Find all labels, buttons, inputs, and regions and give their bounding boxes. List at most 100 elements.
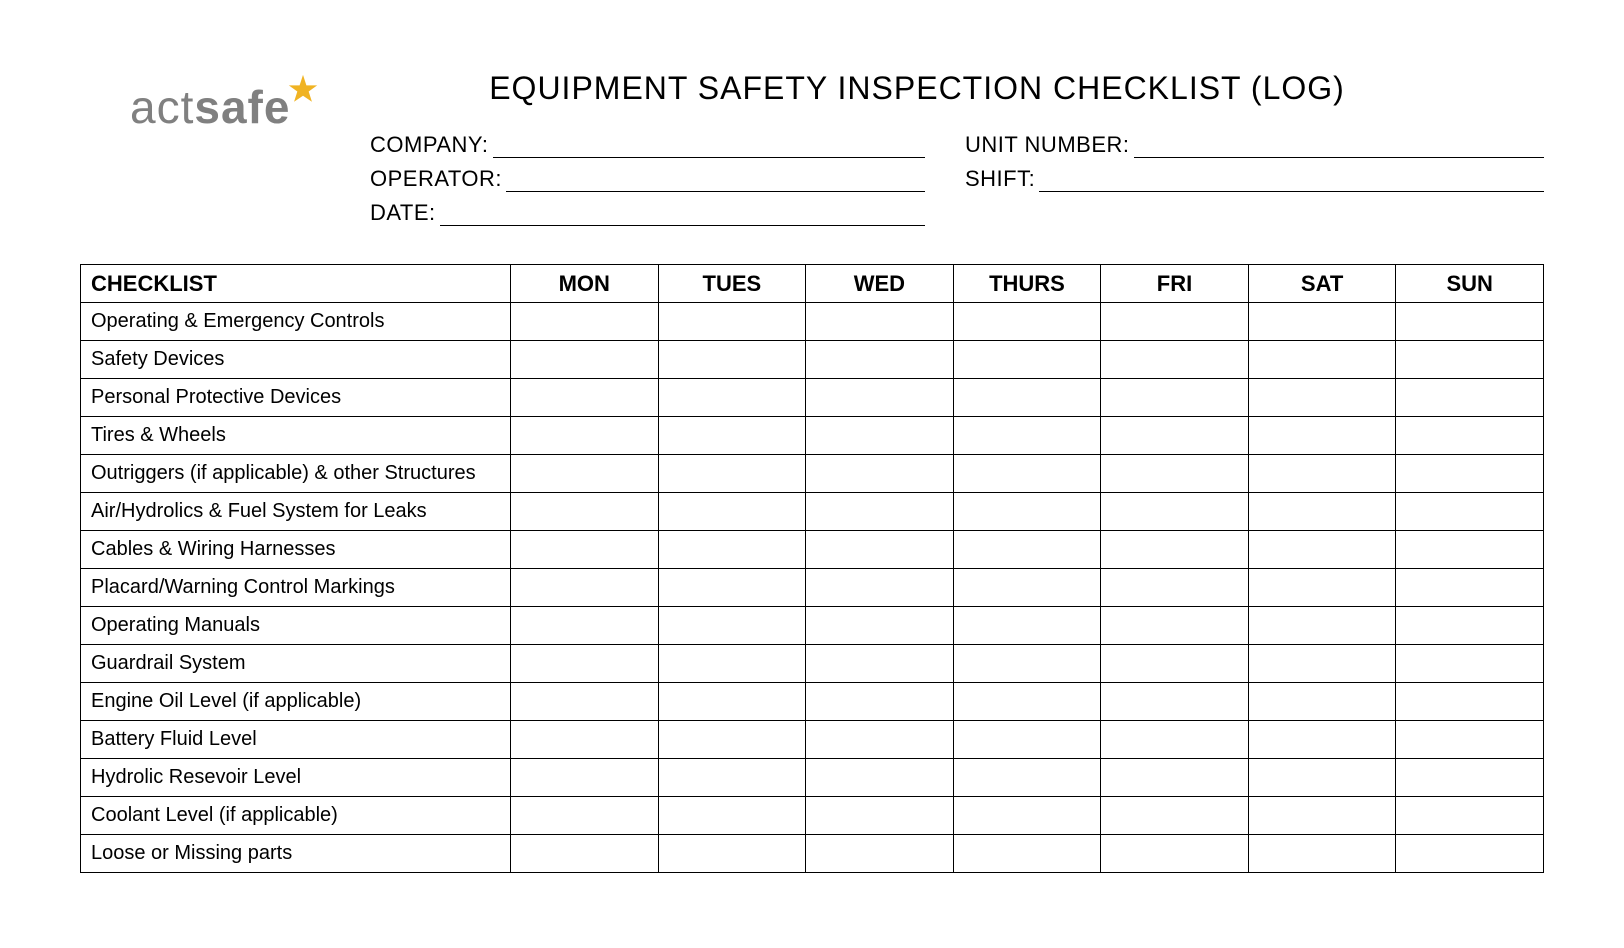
company-input-line[interactable]	[493, 136, 925, 158]
day-cell[interactable]	[1396, 379, 1544, 417]
day-cell[interactable]	[1101, 645, 1249, 683]
day-cell[interactable]	[511, 379, 659, 417]
day-cell[interactable]	[1101, 379, 1249, 417]
day-cell[interactable]	[806, 341, 954, 379]
day-cell[interactable]	[953, 493, 1101, 531]
day-cell[interactable]	[658, 569, 806, 607]
day-cell[interactable]	[511, 683, 659, 721]
day-cell[interactable]	[658, 645, 806, 683]
day-cell[interactable]	[806, 645, 954, 683]
day-cell[interactable]	[1248, 645, 1396, 683]
day-cell[interactable]	[1248, 531, 1396, 569]
day-cell[interactable]	[953, 379, 1101, 417]
date-input-line[interactable]	[440, 204, 925, 226]
day-cell[interactable]	[1396, 759, 1544, 797]
day-cell[interactable]	[806, 683, 954, 721]
day-cell[interactable]	[511, 835, 659, 873]
day-cell[interactable]	[953, 683, 1101, 721]
day-cell[interactable]	[953, 417, 1101, 455]
unit-number-input-line[interactable]	[1134, 136, 1545, 158]
day-cell[interactable]	[511, 417, 659, 455]
day-cell[interactable]	[1248, 607, 1396, 645]
day-cell[interactable]	[806, 797, 954, 835]
operator-field[interactable]: OPERATOR:	[370, 166, 925, 192]
day-cell[interactable]	[1101, 493, 1249, 531]
day-cell[interactable]	[1101, 683, 1249, 721]
day-cell[interactable]	[1248, 721, 1396, 759]
day-cell[interactable]	[1396, 797, 1544, 835]
day-cell[interactable]	[806, 379, 954, 417]
day-cell[interactable]	[658, 455, 806, 493]
date-field[interactable]: DATE:	[370, 200, 925, 226]
day-cell[interactable]	[658, 835, 806, 873]
day-cell[interactable]	[1396, 835, 1544, 873]
day-cell[interactable]	[806, 569, 954, 607]
day-cell[interactable]	[806, 607, 954, 645]
day-cell[interactable]	[1396, 303, 1544, 341]
day-cell[interactable]	[1248, 759, 1396, 797]
shift-input-line[interactable]	[1039, 170, 1544, 192]
day-cell[interactable]	[511, 341, 659, 379]
day-cell[interactable]	[953, 835, 1101, 873]
day-cell[interactable]	[953, 607, 1101, 645]
day-cell[interactable]	[1396, 607, 1544, 645]
day-cell[interactable]	[511, 493, 659, 531]
day-cell[interactable]	[658, 721, 806, 759]
day-cell[interactable]	[1101, 721, 1249, 759]
day-cell[interactable]	[1396, 569, 1544, 607]
day-cell[interactable]	[1101, 341, 1249, 379]
day-cell[interactable]	[511, 607, 659, 645]
day-cell[interactable]	[511, 721, 659, 759]
day-cell[interactable]	[806, 531, 954, 569]
day-cell[interactable]	[658, 341, 806, 379]
day-cell[interactable]	[1248, 835, 1396, 873]
day-cell[interactable]	[1248, 455, 1396, 493]
day-cell[interactable]	[1248, 493, 1396, 531]
day-cell[interactable]	[511, 569, 659, 607]
day-cell[interactable]	[658, 379, 806, 417]
day-cell[interactable]	[1396, 721, 1544, 759]
day-cell[interactable]	[1101, 759, 1249, 797]
day-cell[interactable]	[1101, 797, 1249, 835]
day-cell[interactable]	[953, 531, 1101, 569]
day-cell[interactable]	[1396, 455, 1544, 493]
day-cell[interactable]	[1248, 379, 1396, 417]
shift-field[interactable]: SHIFT:	[965, 166, 1544, 192]
day-cell[interactable]	[511, 303, 659, 341]
day-cell[interactable]	[511, 797, 659, 835]
day-cell[interactable]	[806, 417, 954, 455]
day-cell[interactable]	[511, 531, 659, 569]
day-cell[interactable]	[953, 341, 1101, 379]
day-cell[interactable]	[1101, 607, 1249, 645]
day-cell[interactable]	[953, 759, 1101, 797]
day-cell[interactable]	[806, 493, 954, 531]
day-cell[interactable]	[1248, 797, 1396, 835]
day-cell[interactable]	[1101, 569, 1249, 607]
company-field[interactable]: COMPANY:	[370, 132, 925, 158]
day-cell[interactable]	[806, 303, 954, 341]
day-cell[interactable]	[658, 417, 806, 455]
day-cell[interactable]	[658, 759, 806, 797]
day-cell[interactable]	[1248, 569, 1396, 607]
day-cell[interactable]	[1248, 303, 1396, 341]
day-cell[interactable]	[806, 455, 954, 493]
day-cell[interactable]	[511, 455, 659, 493]
day-cell[interactable]	[1101, 455, 1249, 493]
day-cell[interactable]	[953, 569, 1101, 607]
day-cell[interactable]	[1101, 417, 1249, 455]
day-cell[interactable]	[658, 683, 806, 721]
day-cell[interactable]	[953, 455, 1101, 493]
unit-number-field[interactable]: UNIT NUMBER:	[965, 132, 1544, 158]
day-cell[interactable]	[953, 645, 1101, 683]
day-cell[interactable]	[953, 797, 1101, 835]
day-cell[interactable]	[1396, 531, 1544, 569]
day-cell[interactable]	[1396, 683, 1544, 721]
day-cell[interactable]	[953, 303, 1101, 341]
day-cell[interactable]	[1101, 531, 1249, 569]
day-cell[interactable]	[806, 835, 954, 873]
operator-input-line[interactable]	[506, 170, 925, 192]
day-cell[interactable]	[1396, 493, 1544, 531]
day-cell[interactable]	[1101, 303, 1249, 341]
day-cell[interactable]	[1396, 341, 1544, 379]
day-cell[interactable]	[806, 721, 954, 759]
